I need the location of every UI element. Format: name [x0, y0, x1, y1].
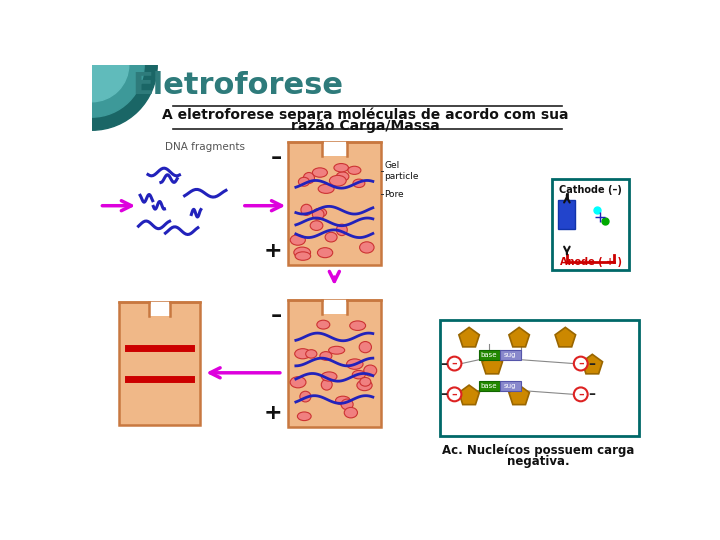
Text: sug: sug — [504, 352, 516, 358]
Ellipse shape — [321, 372, 337, 381]
Ellipse shape — [336, 172, 349, 181]
Text: –: – — [578, 389, 584, 400]
Ellipse shape — [352, 370, 365, 379]
Ellipse shape — [346, 359, 363, 369]
Ellipse shape — [301, 204, 312, 215]
Text: A eletroforese separa moléculas de acordo com sua: A eletroforese separa moléculas de acord… — [162, 107, 568, 122]
Bar — [500, 381, 521, 390]
Polygon shape — [459, 327, 480, 347]
Ellipse shape — [336, 396, 350, 405]
Polygon shape — [582, 354, 603, 374]
Bar — [149, 302, 171, 316]
Text: Gel
particle: Gel particle — [384, 161, 419, 181]
Polygon shape — [482, 354, 503, 374]
Ellipse shape — [310, 221, 323, 231]
Text: base: base — [481, 352, 498, 358]
Text: base: base — [481, 383, 498, 389]
Text: Anode ( + ): Anode ( + ) — [559, 256, 622, 267]
Text: +: + — [264, 241, 282, 261]
Wedge shape — [92, 65, 157, 130]
Text: +: + — [264, 403, 282, 423]
Bar — [322, 300, 346, 314]
Bar — [440, 320, 639, 436]
Ellipse shape — [341, 399, 353, 410]
Ellipse shape — [313, 208, 327, 217]
Text: –: – — [451, 359, 457, 369]
Ellipse shape — [357, 380, 372, 390]
Ellipse shape — [318, 184, 334, 193]
Ellipse shape — [303, 172, 315, 184]
Polygon shape — [459, 385, 480, 404]
Bar — [119, 302, 200, 425]
Text: Ac. Nucleícos possuem carga: Ac. Nucleícos possuem carga — [442, 444, 634, 457]
Bar — [559, 200, 575, 229]
Ellipse shape — [328, 346, 345, 354]
Ellipse shape — [290, 377, 306, 388]
Text: –: – — [440, 387, 447, 401]
Text: Pore: Pore — [384, 190, 404, 199]
Text: –: – — [588, 387, 595, 401]
Polygon shape — [509, 385, 529, 404]
Ellipse shape — [295, 252, 310, 260]
Polygon shape — [555, 327, 575, 347]
Ellipse shape — [317, 320, 330, 329]
Text: –: – — [271, 148, 282, 168]
Text: –: – — [451, 389, 457, 400]
Ellipse shape — [306, 350, 317, 358]
Text: Eletroforese: Eletroforese — [132, 71, 343, 100]
Bar — [322, 142, 346, 156]
Wedge shape — [92, 65, 144, 117]
Ellipse shape — [318, 248, 333, 258]
Ellipse shape — [348, 166, 361, 174]
Circle shape — [448, 387, 462, 401]
Ellipse shape — [359, 341, 372, 353]
Circle shape — [574, 387, 588, 401]
Ellipse shape — [359, 242, 374, 253]
Text: –: – — [440, 356, 447, 370]
Text: –: – — [588, 356, 595, 370]
Ellipse shape — [325, 232, 337, 242]
Ellipse shape — [350, 321, 366, 330]
Ellipse shape — [344, 407, 357, 418]
Circle shape — [574, 356, 588, 370]
Ellipse shape — [320, 352, 332, 360]
Ellipse shape — [294, 349, 311, 359]
Text: –: – — [271, 306, 282, 326]
Circle shape — [448, 356, 462, 370]
Ellipse shape — [300, 392, 311, 402]
Wedge shape — [92, 65, 129, 102]
Ellipse shape — [297, 412, 311, 421]
Bar — [288, 142, 381, 265]
Ellipse shape — [353, 179, 365, 187]
Ellipse shape — [294, 247, 310, 258]
Ellipse shape — [334, 164, 348, 172]
Ellipse shape — [312, 168, 328, 177]
Ellipse shape — [364, 365, 377, 376]
Text: negativa.: negativa. — [507, 455, 570, 468]
Bar — [288, 300, 381, 427]
Polygon shape — [509, 327, 529, 347]
Bar — [552, 179, 629, 269]
Ellipse shape — [312, 209, 324, 220]
Ellipse shape — [330, 176, 346, 186]
Text: sug: sug — [504, 383, 516, 389]
Ellipse shape — [321, 379, 332, 390]
Bar — [479, 381, 500, 390]
Text: razão Carga/Massa: razão Carga/Massa — [291, 119, 439, 133]
Text: DNA fragments: DNA fragments — [165, 142, 245, 152]
Bar — [479, 350, 500, 360]
Ellipse shape — [298, 177, 310, 186]
Ellipse shape — [336, 224, 347, 235]
Bar — [500, 350, 521, 360]
Text: Cathode (–): Cathode (–) — [559, 185, 622, 195]
Ellipse shape — [360, 377, 371, 386]
Ellipse shape — [290, 235, 305, 245]
Text: –: – — [578, 359, 584, 369]
